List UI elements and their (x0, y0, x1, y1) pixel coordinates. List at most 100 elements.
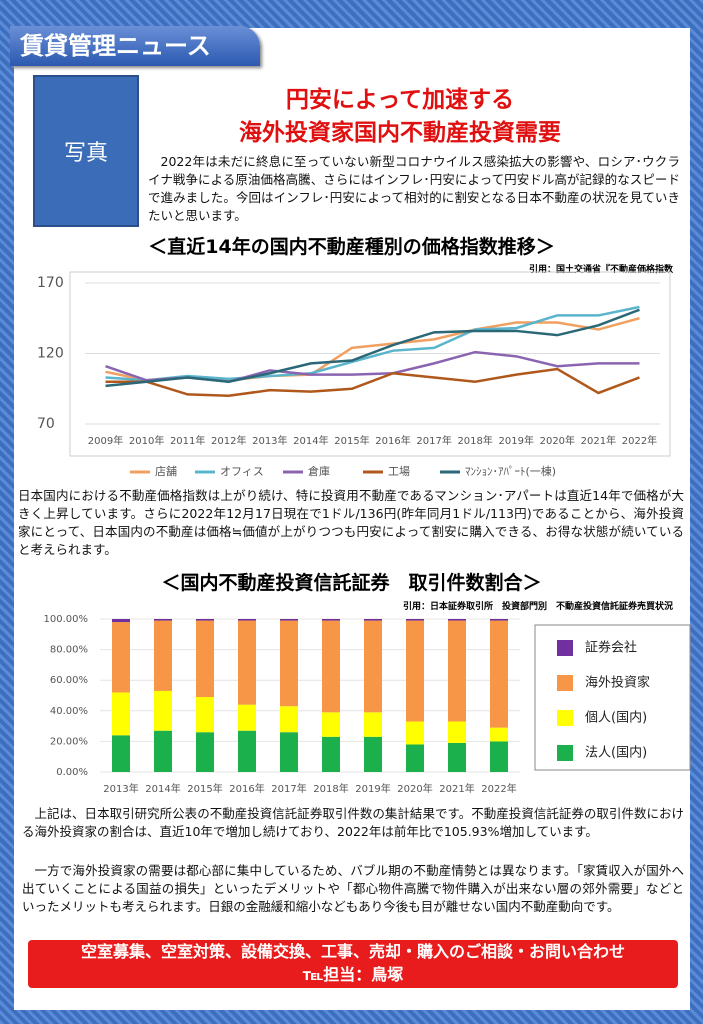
x-tick-label: 2019年 (499, 434, 534, 447)
x-tick-label: 2011年 (170, 434, 205, 447)
bar-segment (154, 690, 172, 731)
bar-segment (112, 692, 130, 736)
bar-segment (280, 706, 298, 733)
y-tick-label: 170 (37, 275, 64, 291)
x-tick-label: 2017年 (271, 782, 306, 795)
legend-label: ﾏﾝｼｮﾝ･ｱﾊﾟｰﾄ(一棟) (465, 464, 556, 478)
y-tick-label: 70 (37, 416, 55, 432)
bar-segment (322, 712, 340, 737)
x-tick-label: 2013年 (252, 434, 287, 447)
bar-segment (238, 704, 256, 731)
x-tick-label: 2020年 (540, 434, 575, 447)
x-tick-label: 2010年 (129, 434, 164, 447)
bar-segment (490, 619, 508, 621)
y-tick-label: 60.00% (50, 675, 88, 686)
x-tick-label: 2014年 (145, 782, 180, 795)
chart-source: 引用：日本証券取引所 投資部門別 不動産投資信託証券売買状況 (402, 602, 673, 612)
bar-segment (364, 736, 382, 772)
x-tick-label: 2018年 (457, 434, 492, 447)
x-tick-label: 2021年 (439, 782, 474, 795)
x-tick-label: 2014年 (293, 434, 328, 447)
bar-segment (322, 619, 340, 621)
y-tick-label: 80.00% (50, 645, 88, 656)
legend-label: 工場 (388, 465, 410, 478)
x-tick-label: 2012年 (211, 434, 246, 447)
x-tick-label: 2022年 (622, 434, 657, 447)
x-tick-label: 2016年 (229, 782, 264, 795)
bar-segment (196, 732, 214, 772)
bar-segment (112, 619, 130, 623)
bar-segment (154, 619, 172, 621)
bar-segment (154, 730, 172, 772)
bar-segment (406, 744, 424, 772)
x-tick-label: 2016年 (375, 434, 410, 447)
plot-border (69, 271, 671, 457)
legend-label: 倉庫 (308, 464, 330, 478)
legend-label: 証券会社 (585, 640, 637, 656)
bar-segment (364, 620, 382, 713)
legend-label: オフィス (220, 465, 264, 478)
x-tick-label: 2009年 (88, 434, 123, 447)
series-line (105, 308, 640, 388)
bar-segment (280, 620, 298, 707)
y-tick-label: 20.00% (50, 736, 88, 747)
bar-segment (490, 620, 508, 728)
legend-swatch (557, 640, 573, 656)
x-tick-label: 2018年 (313, 782, 348, 795)
bar-segment (196, 697, 214, 733)
chart-title: ＜国内不動産投資信託証券 取引件数割合＞ (161, 572, 542, 594)
bar-segment (112, 735, 130, 772)
paragraph: 上記は、日本取引研究所公表の不動産投資信託証券取引件数の集計結果です。不動産投資… (22, 806, 684, 839)
bar-segment (280, 732, 298, 772)
headline: 円安によって加速する (285, 87, 515, 113)
bar-segment (448, 721, 466, 743)
x-tick-label: 2013年 (103, 782, 138, 795)
bar-segment (448, 619, 466, 621)
bar-segment (196, 620, 214, 698)
bar-segment (448, 620, 466, 722)
legend-swatch (557, 675, 573, 691)
intro: 2022年は未だに終息に至っていない新型コロナウイルス感染拡大の影響や、ロシア･… (148, 154, 680, 223)
series-line (105, 305, 640, 382)
chart-title: ＜直近14年の国内不動産種別の価格指数推移＞ (148, 236, 555, 258)
bar-segment (406, 619, 424, 621)
legend-label: 個人(国内) (585, 710, 647, 726)
footer-line: ℡担当：鳥塚 (302, 965, 404, 984)
header-title: 賃貸管理ニュース (10, 26, 260, 66)
bar-segment (448, 742, 466, 772)
bar-segment (406, 721, 424, 745)
bar-segment (490, 727, 508, 742)
headline: 海外投資家国内不動産投資需要 (239, 120, 561, 146)
legend-label: 海外投資家 (585, 675, 650, 691)
bar-segment (406, 620, 424, 722)
bar-segment (112, 622, 130, 693)
y-tick-label: 0.00% (56, 767, 88, 778)
bar-segment (280, 619, 298, 621)
x-tick-label: 2019年 (355, 782, 390, 795)
series-line (105, 367, 640, 398)
bar-segment (154, 620, 172, 691)
legend-label: 法人(国内) (585, 745, 647, 761)
bar-segment (322, 620, 340, 713)
bar-segment (490, 741, 508, 772)
paragraph: 一方で海外投資家の需要は都心部に集中しているため、バブル期の不動産情勢とは異なり… (22, 863, 684, 914)
y-tick-label: 120 (37, 346, 64, 362)
photo-placeholder: 写真 (33, 75, 139, 227)
bar-segment (364, 619, 382, 621)
footer-line: 空室募集、空室対策、設備交換、工事、売却・購入のご相談・お問い合わせ (80, 942, 625, 961)
x-tick-label: 2015年 (334, 434, 369, 447)
y-tick-label: 100.00% (44, 614, 89, 625)
legend-label: 店舗 (155, 464, 177, 478)
bar-segment (238, 730, 256, 772)
paragraph: 日本国内における不動産価格指数は上がり続け、特に投資用不動産であるマンション･ア… (18, 488, 684, 557)
bar-segment (196, 619, 214, 621)
x-tick-label: 2022年 (481, 782, 516, 795)
legend-swatch (557, 710, 573, 726)
x-tick-label: 2015年 (187, 782, 222, 795)
bar-segment (364, 712, 382, 737)
y-tick-label: 40.00% (50, 706, 88, 717)
chart-source: 引用：国土交通省『不動産価格指数 (528, 265, 673, 275)
